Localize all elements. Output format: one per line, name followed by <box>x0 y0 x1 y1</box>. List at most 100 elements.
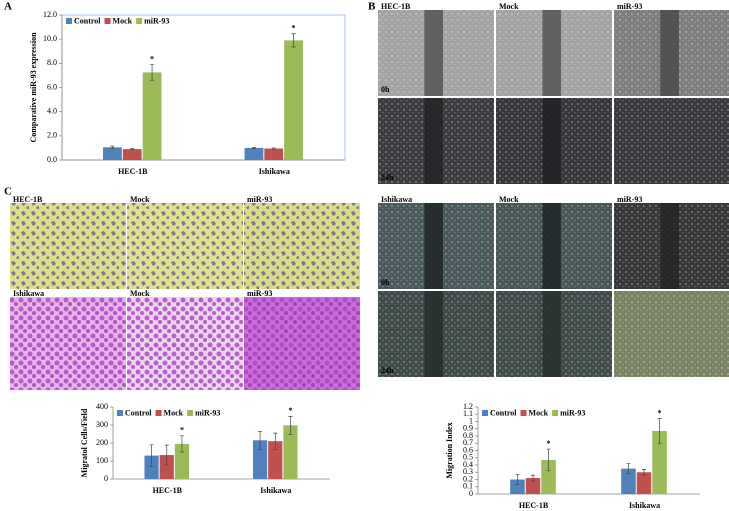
bar <box>652 430 667 494</box>
cell-texture <box>614 291 729 377</box>
image-header: Ishikawa <box>381 195 412 204</box>
y-tick-label: 2.0 <box>47 131 57 140</box>
y-tick-label: 100 <box>96 456 108 465</box>
cell-texture <box>127 297 243 390</box>
bar <box>525 478 541 494</box>
error-bar <box>546 448 551 472</box>
legend-label: Control <box>74 16 101 25</box>
error-bar <box>273 432 278 450</box>
x-tick-label: Ishikawa <box>629 501 660 510</box>
image-header: HEC-1B <box>13 195 43 204</box>
error-bar <box>271 147 276 150</box>
y-tick-label: 0.6 <box>463 445 473 454</box>
y-tick-label: 0 <box>104 474 108 483</box>
image-header: miR-93 <box>247 289 272 298</box>
image-header: miR-93 <box>617 195 642 204</box>
bar <box>636 472 652 494</box>
bar <box>122 149 142 160</box>
bar <box>159 455 174 479</box>
error-bar <box>515 474 520 485</box>
legend-swatch <box>552 410 559 416</box>
x-tick-label: Ishikawa <box>259 167 290 176</box>
legend-label: Mock <box>529 408 549 417</box>
image-header: miR-93 <box>617 2 642 11</box>
legend-swatch <box>104 18 111 24</box>
image-header: HEC-1B <box>381 2 411 11</box>
error-bar <box>288 416 293 435</box>
legend-label: Control <box>490 408 517 417</box>
y-tick-label: 0.8 <box>463 431 473 440</box>
cell-texture <box>244 297 360 390</box>
legend-label: Mock <box>113 16 133 25</box>
legend-label: Control <box>125 408 152 417</box>
y-axis-label: Migration Index <box>445 422 454 478</box>
legend-swatch <box>66 18 72 24</box>
error-bar <box>642 469 646 476</box>
panel-label: A <box>4 1 12 13</box>
y-tick-label: 4.0 <box>47 106 57 115</box>
bar <box>621 468 636 494</box>
wound-gap <box>542 10 561 96</box>
y-tick-label: 0.4 <box>463 460 473 469</box>
cell-texture <box>244 203 360 289</box>
y-tick-label: 1.1 <box>463 409 473 418</box>
significance-star: * <box>547 439 551 448</box>
error-bar <box>251 146 256 149</box>
legend-swatch <box>520 410 527 416</box>
bar <box>283 425 298 479</box>
y-tick-label: 0.9 <box>463 424 473 433</box>
bar <box>252 440 268 479</box>
panel-label: C <box>4 186 12 198</box>
significance-star: * <box>180 426 184 435</box>
cell-texture <box>614 98 729 184</box>
wound-gap <box>424 203 443 289</box>
y-axis-label: Migratol Cells/Field <box>80 408 89 477</box>
y-tick-label: 300 <box>96 420 108 429</box>
image-header: Mock <box>130 195 150 204</box>
y-tick-label: 8.0 <box>47 58 57 67</box>
error-bar <box>179 435 184 453</box>
bar <box>284 40 303 160</box>
time-label: 0h <box>381 278 390 287</box>
x-tick-label: HEC-1B <box>153 486 183 495</box>
bar <box>174 443 190 479</box>
bar <box>541 459 556 494</box>
cell-texture <box>127 203 243 289</box>
x-tick-label: Ishikawa <box>260 486 291 495</box>
bar <box>268 441 283 479</box>
wound-gap <box>542 291 561 377</box>
wound-gap <box>660 10 679 96</box>
significance-star: * <box>292 24 296 33</box>
legend-label: Mock <box>164 408 184 417</box>
cell-texture <box>10 297 126 390</box>
bar <box>244 147 264 160</box>
wound-gap <box>542 98 561 184</box>
bar <box>510 479 525 494</box>
error-bar <box>150 64 155 81</box>
y-tick-label: 10.0 <box>43 34 57 43</box>
bar <box>142 72 162 160</box>
image-header: miR-93 <box>247 195 272 204</box>
wound-gap <box>542 203 561 289</box>
significance-star: * <box>288 406 292 415</box>
x-tick-label: HEC-1B <box>118 167 148 176</box>
image-header: Ishikawa <box>13 289 44 298</box>
wound-gap <box>424 291 443 377</box>
y-tick-label: 6.0 <box>47 82 57 91</box>
legend-label: miR-93 <box>144 16 169 25</box>
error-bar <box>130 148 135 151</box>
error-bar <box>531 474 535 482</box>
y-axis-label: Comparative miR-93 expression <box>29 32 38 143</box>
legend-swatch <box>482 410 488 416</box>
y-tick-label: 12.0 <box>43 10 57 19</box>
y-tick-label: 0 <box>469 489 473 498</box>
y-tick-label: 0.2 <box>463 474 473 483</box>
y-tick-label: 1.2 <box>463 402 473 411</box>
wound-gap <box>424 10 443 96</box>
bar <box>144 455 159 479</box>
y-tick-label: 0.3 <box>463 467 473 476</box>
significance-star: * <box>150 54 154 63</box>
error-bar <box>164 444 169 466</box>
wound-gap <box>424 98 443 184</box>
y-tick-label: 0.7 <box>463 438 473 447</box>
